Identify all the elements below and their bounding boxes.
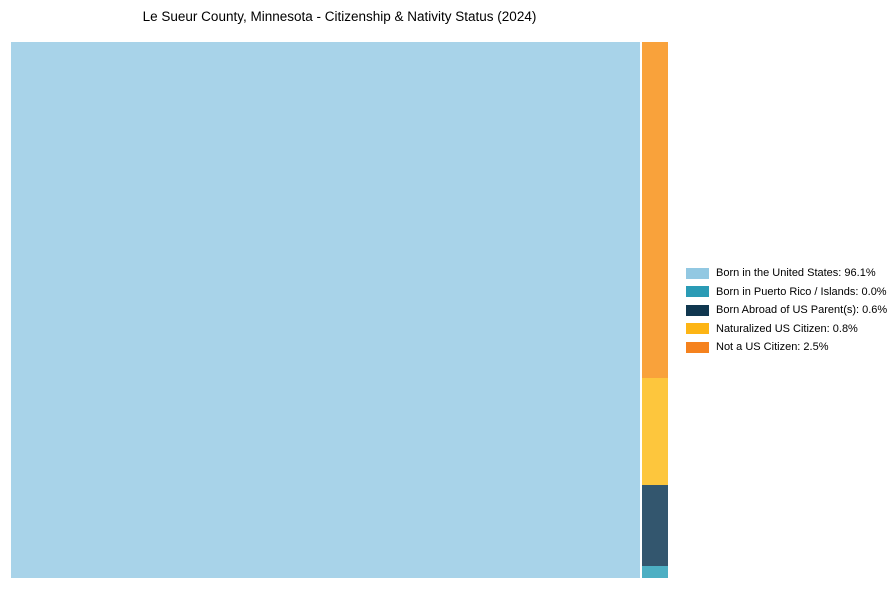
- treemap-rect-born-in-the-united-states[interactable]: [11, 42, 640, 578]
- legend-item-label: Naturalized US Citizen: 0.8%: [716, 322, 858, 335]
- treemap-rect-born-in-puerto-rico-islands[interactable]: [642, 565, 668, 578]
- chart-title: Le Sueur County, Minnesota - Citizenship…: [142, 9, 537, 24]
- legend-item-not-a-us-citizen[interactable]: Not a US Citizen: 2.5%: [686, 338, 887, 357]
- legend-item-born-in-puerto-rico-islands[interactable]: Born in Puerto Rico / Islands: 0.0%: [686, 283, 887, 302]
- treemap-plot-area: [11, 42, 668, 578]
- legend-item-label: Born Abroad of US Parent(s): 0.6%: [716, 304, 888, 317]
- legend: Born in the United States: 96.1% Born in …: [686, 264, 887, 357]
- legend-color-swatch: [686, 267, 709, 279]
- treemap-rect-born-abroad-of-us-parent-s[interactable]: [642, 485, 668, 566]
- legend-color-swatch: [686, 304, 709, 316]
- legend-item-born-in-the-united-states[interactable]: Born in the United States: 96.1%: [686, 264, 887, 283]
- legend-item-label: Born in the United States: 96.1%: [716, 267, 876, 280]
- legend-color-swatch: [686, 286, 709, 298]
- legend-color-swatch: [686, 341, 709, 353]
- treemap-column: [642, 42, 668, 578]
- treemap-rect-naturalized-us-citizen[interactable]: [642, 377, 668, 486]
- legend-item-born-abroad-of-us-parent-s[interactable]: Born Abroad of US Parent(s): 0.6%: [686, 301, 887, 320]
- legend-item-label: Born in Puerto Rico / Islands: 0.0%: [716, 285, 887, 298]
- legend-item-label: Not a US Citizen: 2.5%: [716, 341, 829, 354]
- treemap-rect-not-a-us-citizen[interactable]: [642, 42, 668, 378]
- legend-item-naturalized-us-citizen[interactable]: Naturalized US Citizen: 0.8%: [686, 320, 887, 339]
- legend-color-swatch: [686, 323, 709, 335]
